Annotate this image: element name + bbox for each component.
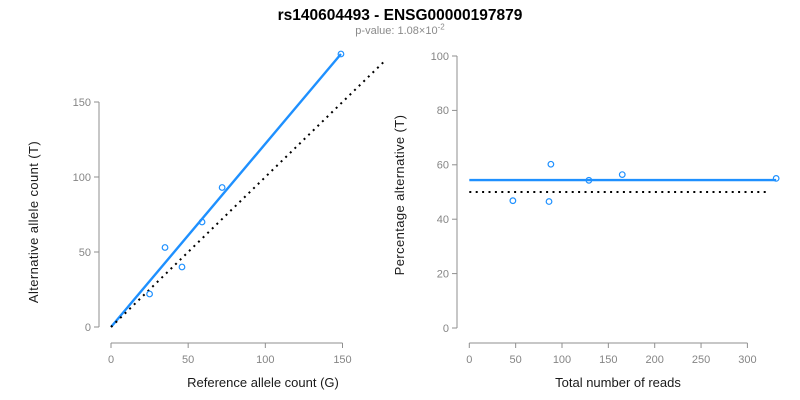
fit-line xyxy=(110,53,342,328)
data-point xyxy=(509,197,517,205)
x-tick-label: 200 xyxy=(646,354,664,366)
data-point xyxy=(618,171,626,178)
data-point xyxy=(178,263,186,271)
x-tick-label: 0 xyxy=(108,354,114,366)
y-tick-label: 60 xyxy=(437,160,449,172)
figure-title: rs140604493 - ENSG00000197879 xyxy=(277,7,523,24)
y-tick-label: 20 xyxy=(437,268,449,280)
y-tick-label: 150 xyxy=(73,97,91,109)
identity-line xyxy=(110,59,387,328)
x-axis-title: Reference allele count (G) xyxy=(187,375,339,390)
x-tick-label: 150 xyxy=(599,354,617,366)
y-tick-label: 80 xyxy=(437,105,449,117)
data-point xyxy=(146,290,153,298)
x-tick-label: 0 xyxy=(466,354,472,366)
x-tick-label: 300 xyxy=(738,354,756,366)
y-tick-label: 40 xyxy=(437,214,449,226)
pvalue-text: p-value: 1.08×10 xyxy=(355,25,438,37)
y-tick-label: 0 xyxy=(85,322,91,334)
y-tick-label: 100 xyxy=(73,172,91,184)
x-tick-label: 250 xyxy=(692,354,710,366)
data-point xyxy=(337,50,345,58)
x-tick-label: 50 xyxy=(510,354,522,366)
y-axis-title: Alternative allele count (T) xyxy=(26,141,41,303)
data-point xyxy=(772,174,780,182)
data-point xyxy=(198,218,206,226)
x-axis-title: Total number of reads xyxy=(555,375,681,390)
y-tick-label: 0 xyxy=(443,323,449,335)
y-tick-label: 100 xyxy=(431,51,449,63)
pvalue-subtitle: p-value: 1.08×10-2 xyxy=(0,22,800,37)
data-point xyxy=(218,184,226,191)
pvalue-exponent: -2 xyxy=(437,22,445,32)
y-tick-label: 50 xyxy=(79,247,91,259)
x-tick-label: 100 xyxy=(256,354,274,366)
panel-right: 0 20 40 60 80 100 0 50 100 150 200 250 300 Total numb… xyxy=(392,51,780,390)
x-tick-label: 100 xyxy=(553,354,571,366)
x-tick-label: 150 xyxy=(333,354,351,366)
data-point xyxy=(547,160,555,168)
x-tick-label: 50 xyxy=(182,354,194,366)
panel-left: 0 50 100 150 0 50 100 150 Reference allele count… xyxy=(26,50,387,390)
data-point xyxy=(585,176,593,184)
data-point xyxy=(545,198,553,205)
y-axis-title: Percentage alternative (T) xyxy=(392,115,407,276)
data-point xyxy=(161,244,169,251)
